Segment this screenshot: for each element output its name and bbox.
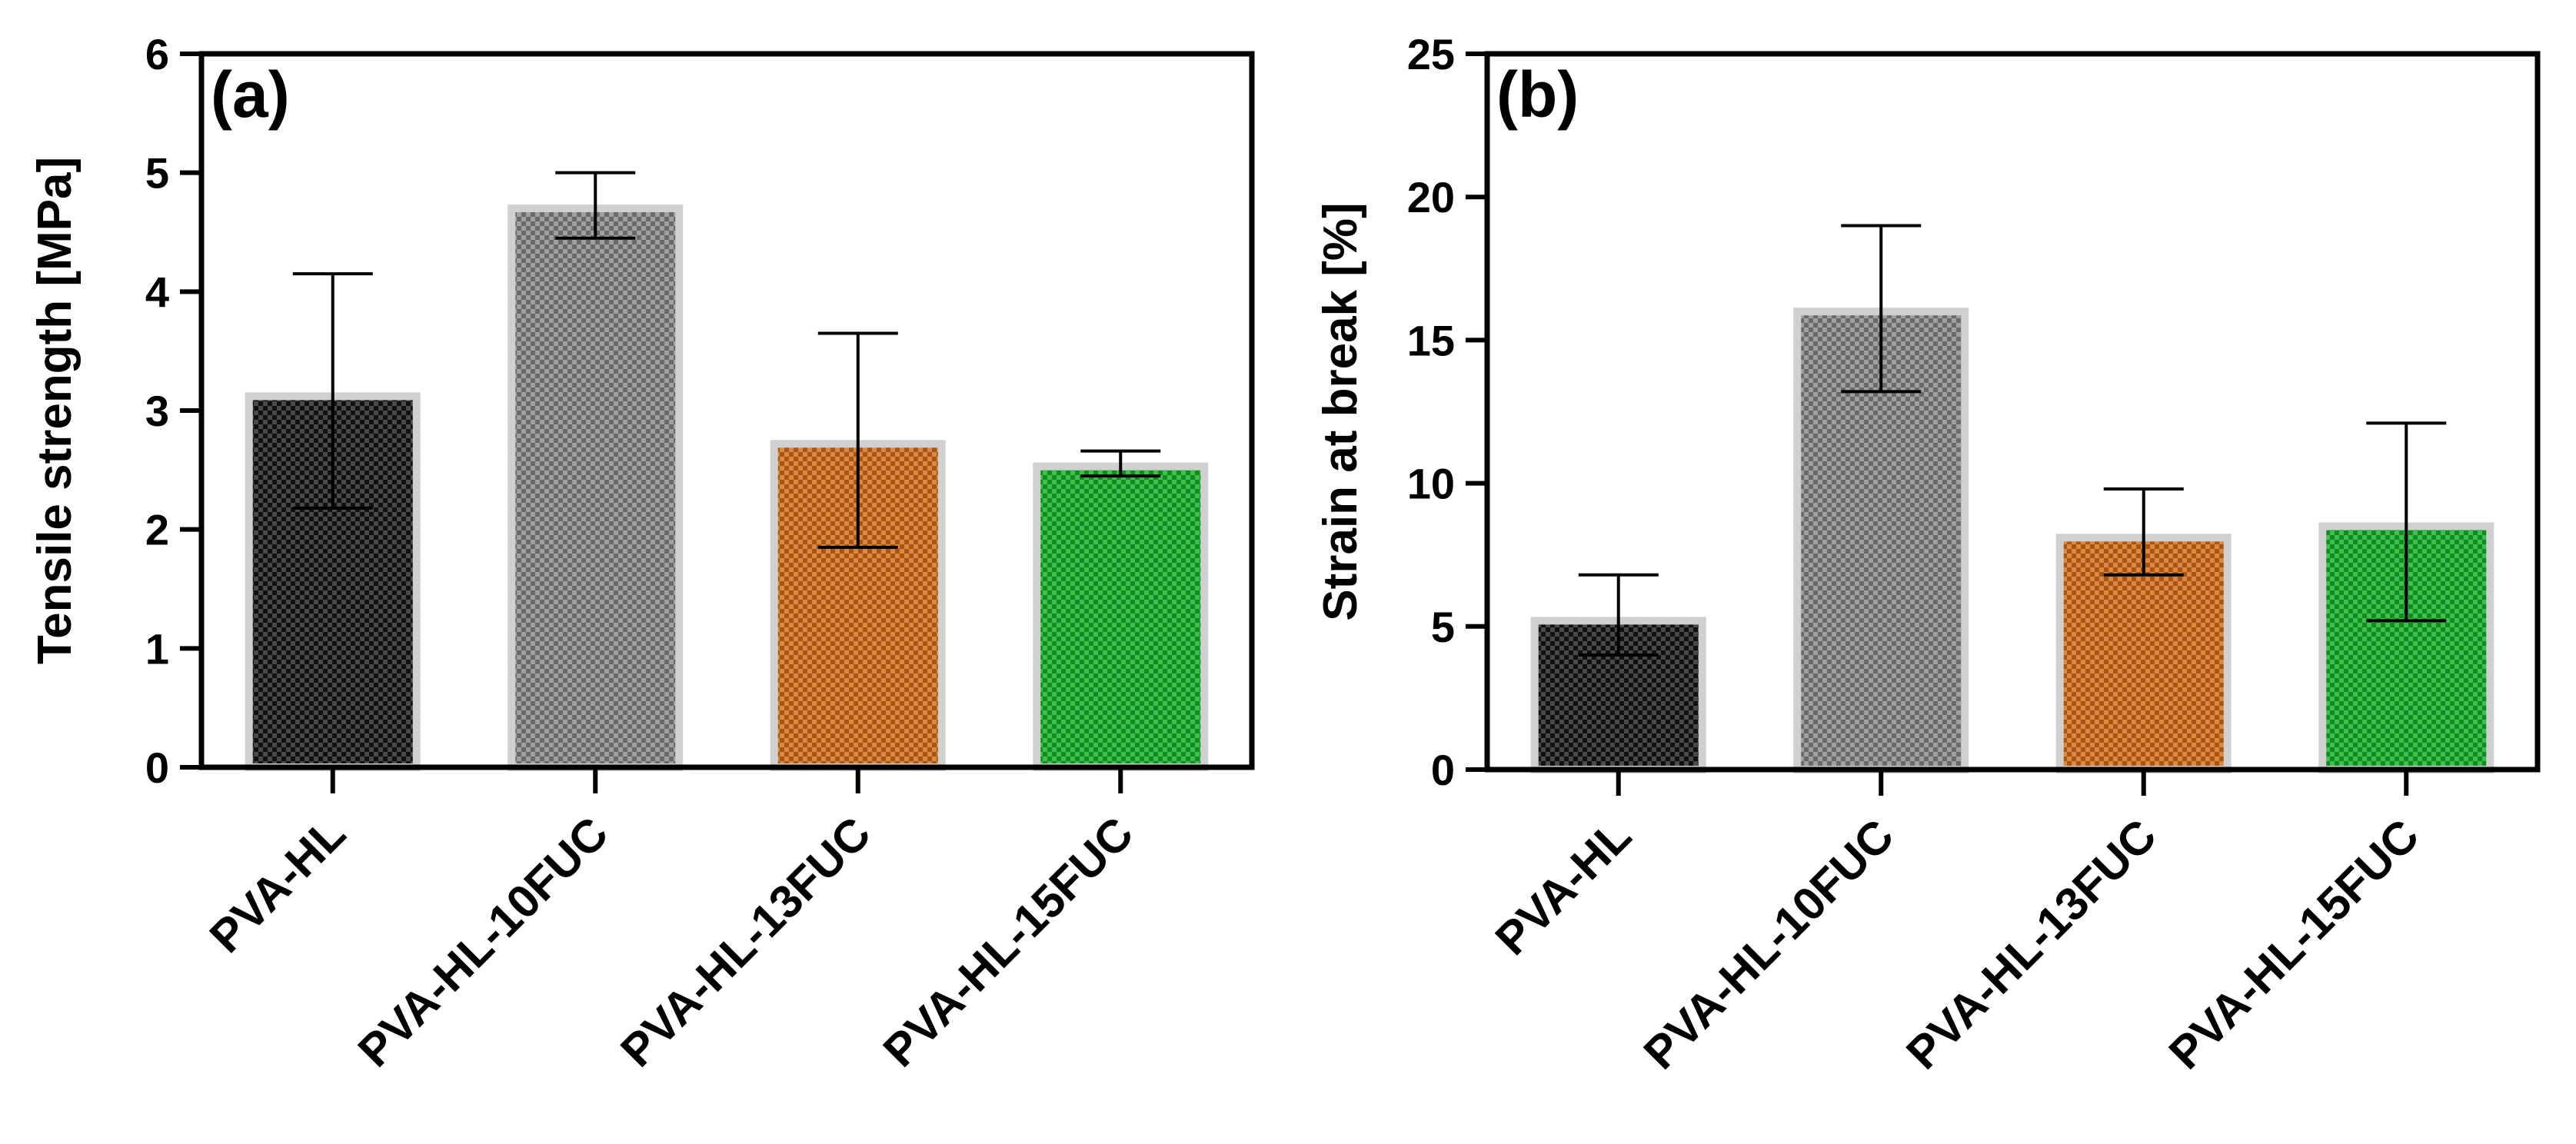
x-tick-label: PVA-HL-10FUC bbox=[1634, 810, 1904, 1079]
y-tick-label: 0 bbox=[145, 743, 169, 792]
y-tick-label: 0 bbox=[1431, 746, 1455, 794]
y-tick-label: 5 bbox=[145, 149, 169, 198]
x-tick-label: PVA-HL bbox=[1486, 810, 1641, 965]
panel-b: PVA-HLPVA-HL-10FUCPVA-HL-13FUCPVA-HL-15F… bbox=[1314, 30, 2541, 1079]
panel-a: PVA-HLPVA-HL-10FUCPVA-HL-13FUCPVA-HL-15F… bbox=[28, 30, 1255, 1077]
plot-frame bbox=[1484, 51, 2541, 773]
y-tick-label: 20 bbox=[1407, 173, 1455, 221]
y-tick-label: 15 bbox=[1407, 316, 1455, 364]
panel-label: (a) bbox=[211, 58, 290, 131]
y-tick-label: 1 bbox=[145, 624, 169, 673]
bar-pva-hl-15fuc bbox=[1033, 462, 1209, 772]
panel-label: (b) bbox=[1496, 58, 1579, 131]
y-tick-label: 25 bbox=[1407, 30, 1455, 78]
y-tick-label: 3 bbox=[145, 387, 169, 435]
plot-frame bbox=[198, 51, 1255, 770]
x-tick-label: PVA-HL-10FUC bbox=[348, 807, 618, 1077]
y-tick-label: 2 bbox=[145, 506, 169, 554]
y-tick-label: 4 bbox=[145, 268, 169, 316]
y-tick-label: 10 bbox=[1407, 460, 1455, 508]
y-tick-label: 6 bbox=[145, 30, 169, 78]
x-tick-label: PVA-HL bbox=[200, 807, 355, 963]
x-tick-label: PVA-HL-15FUC bbox=[874, 807, 1143, 1077]
y-tick-label: 5 bbox=[1431, 603, 1455, 651]
x-tick-label: PVA-HL-13FUC bbox=[1896, 810, 2166, 1079]
y-axis-title: Strain at break [%] bbox=[1314, 202, 1367, 620]
x-tick-label: PVA-HL-13FUC bbox=[611, 807, 880, 1077]
x-tick-label: PVA-HL-15FUC bbox=[2159, 810, 2429, 1079]
y-axis-title: Tensile strength [MPa] bbox=[28, 157, 82, 664]
bar-pva-hl-10fuc bbox=[508, 205, 684, 772]
